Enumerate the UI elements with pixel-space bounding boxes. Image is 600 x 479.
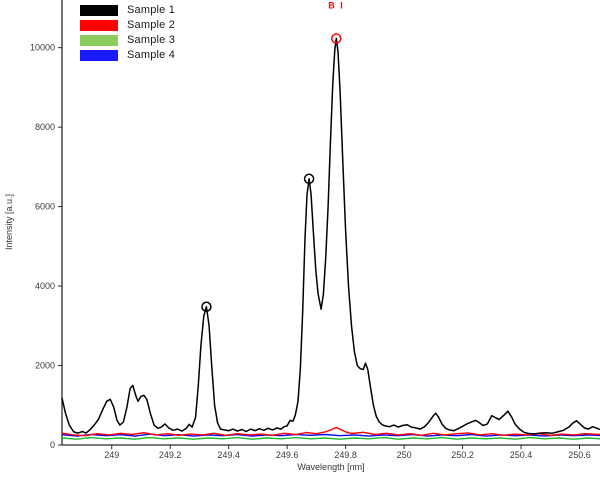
legend: Sample 1 Sample 2 Sample 3 Sample 4 [80, 5, 175, 61]
sample-4-label: Sample 4 [127, 49, 176, 61]
svg-text:249.4: 249.4 [217, 450, 240, 460]
legend-item-sample-3: Sample 3 [80, 35, 175, 46]
svg-text:249.8: 249.8 [334, 450, 357, 460]
svg-text:4000: 4000 [35, 281, 55, 291]
svg-text:250.6: 250.6 [568, 450, 591, 460]
svg-text:8000: 8000 [35, 122, 55, 132]
svg-text:2000: 2000 [35, 361, 55, 371]
peak-markers [201, 33, 342, 312]
y-axis-title: Intensity [a.u.] [4, 194, 14, 250]
peak-annotation-b-i: B I [328, 1, 344, 11]
sample-3-label: Sample 3 [127, 34, 176, 46]
svg-text:250: 250 [397, 450, 412, 460]
svg-text:250.2: 250.2 [451, 450, 474, 460]
legend-item-sample-1: Sample 1 [80, 5, 175, 16]
sample-4-swatch [80, 50, 118, 61]
axes: 249 249.2 249.4 249.6 249.8 250 250.2 250.4 250.… [30, 0, 600, 460]
spectra-traces [61, 37, 600, 440]
legend-item-sample-4: Sample 4 [80, 50, 175, 61]
sample-1-swatch [80, 5, 118, 16]
svg-text:0: 0 [50, 440, 55, 450]
svg-text:10000: 10000 [30, 43, 55, 53]
sample-2-swatch [80, 20, 118, 31]
svg-text:6000: 6000 [35, 202, 55, 212]
svg-text:249.2: 249.2 [159, 450, 182, 460]
x-axis-title: Wavelength [nm] [297, 462, 364, 472]
legend-item-sample-2: Sample 2 [80, 20, 175, 31]
svg-text:249.6: 249.6 [276, 450, 299, 460]
sample-2-label: Sample 2 [127, 19, 176, 31]
svg-text:249: 249 [104, 450, 119, 460]
svg-text:250.4: 250.4 [510, 450, 533, 460]
sample-3-swatch [80, 35, 118, 46]
sample-1-label: Sample 1 [127, 4, 176, 16]
